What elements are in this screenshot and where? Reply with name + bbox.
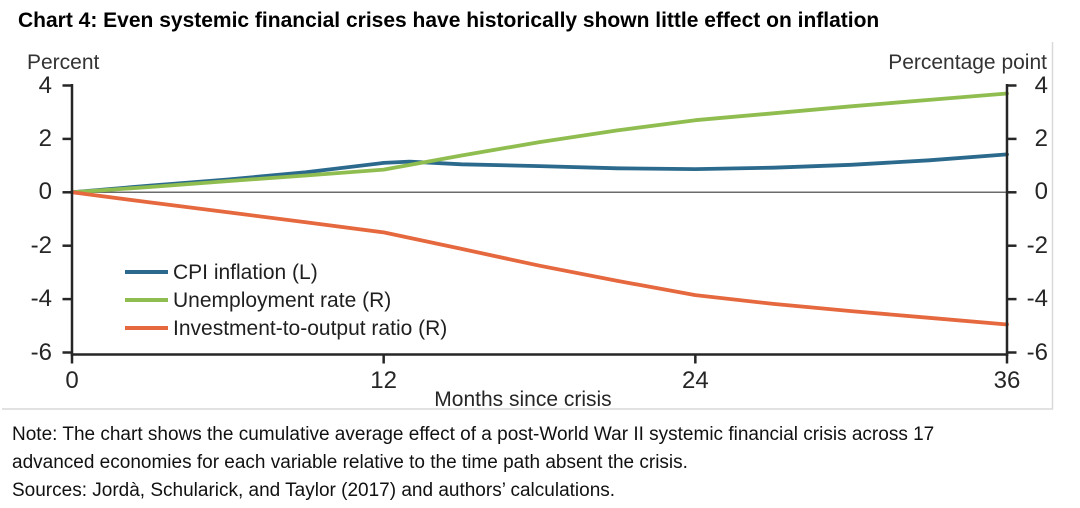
left-axis-tick-label: -6 — [30, 338, 52, 366]
series-line-investment-to-output-ratio-r — [70, 190, 1009, 327]
left-axis-tick-label: 2 — [38, 124, 52, 152]
legend-swatch-line — [125, 270, 168, 274]
right-axis-tick-label: -4 — [1026, 285, 1048, 313]
legend-item: Unemployment rate (R) — [125, 286, 447, 314]
note-line: Note: The chart shows the cumulative ave… — [12, 424, 935, 445]
series-line-unemployment-rate-r — [70, 91, 1009, 195]
x-axis-tick-label: 24 — [681, 367, 709, 394]
right-axis-tick-label: 2 — [1034, 124, 1048, 152]
chart-title: Chart 4: Even systemic financial crises … — [18, 9, 880, 32]
x-axis-tick-label: 0 — [65, 367, 79, 394]
legend-label: Unemployment rate (R) — [173, 288, 392, 312]
right-axis-tick-label: 0 — [1034, 178, 1048, 206]
note-block: Note: The chart shows the cumulative ave… — [12, 421, 1002, 505]
left-axis-tick-label: 4 — [38, 71, 52, 99]
right-axis-tick-label: -2 — [1026, 231, 1048, 259]
series-line-cpi-inflation-l — [70, 152, 1009, 195]
legend-label: CPI inflation (L) — [173, 260, 318, 284]
left-axis-tick-label: -4 — [30, 285, 52, 313]
left-axis-tick-label: -2 — [30, 231, 52, 259]
legend: CPI inflation (L) Unemployment rate (R) … — [125, 258, 447, 342]
sources-line: Sources: Jordà, Schularick, and Taylor (… — [12, 480, 616, 501]
right-axis-tick-label: 4 — [1034, 71, 1048, 99]
right-axis-tick-label: -6 — [1026, 338, 1048, 366]
legend-swatch-line — [125, 298, 168, 302]
x-axis-tick-label: 12 — [370, 367, 397, 394]
note-line: advanced economies for each variable rel… — [12, 452, 688, 473]
legend-label: Investment-to-output ratio (R) — [173, 316, 448, 340]
x-axis-tick-label: 36 — [993, 367, 1021, 394]
x-axis-title: Months since crisis — [434, 388, 612, 411]
legend-item: CPI inflation (L) — [125, 258, 447, 286]
legend-swatch-line — [125, 326, 168, 330]
legend-item: Investment-to-output ratio (R) — [125, 314, 447, 342]
left-axis-unit-label: Percent — [27, 51, 100, 74]
left-axis-tick-label: 0 — [38, 178, 52, 206]
right-axis-unit-label: Percentage point — [888, 51, 1047, 74]
